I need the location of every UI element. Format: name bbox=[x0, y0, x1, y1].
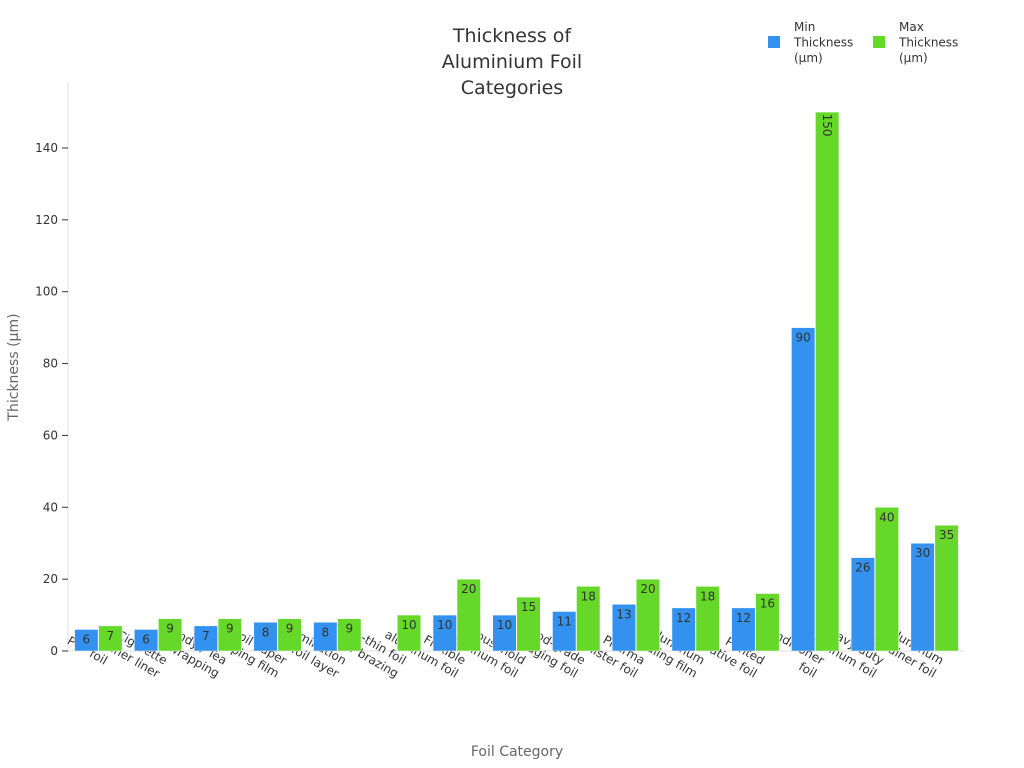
chart-title-line: Aluminium Foil bbox=[442, 51, 582, 73]
bar-max-thickness bbox=[217, 618, 242, 652]
bar-min-thickness bbox=[671, 607, 696, 652]
bar-value-label: 6 bbox=[142, 632, 150, 646]
bar-min-thickness bbox=[432, 614, 457, 652]
bar-value-label: 16 bbox=[760, 597, 775, 611]
y-tick-label: 80 bbox=[43, 357, 58, 371]
bar-min-thickness bbox=[313, 622, 338, 652]
chart-title-line: Thickness of bbox=[452, 25, 573, 47]
bar-max-thickness bbox=[934, 524, 959, 652]
bar-min-thickness bbox=[552, 611, 577, 652]
y-tick-label: 120 bbox=[35, 213, 58, 227]
bar-max-thickness bbox=[516, 596, 541, 652]
bar-value-label: 90 bbox=[796, 331, 811, 345]
bar-max-thickness bbox=[158, 618, 183, 652]
bar-max-thickness bbox=[635, 578, 660, 652]
bar-value-label: 9 bbox=[166, 622, 174, 636]
y-tick-label: 20 bbox=[43, 572, 58, 586]
bar-value-label: 30 bbox=[915, 546, 930, 560]
bar-value-label: 15 bbox=[521, 600, 536, 614]
bar-min-thickness bbox=[731, 607, 756, 652]
legend-label: Min Thickness (µm) bbox=[793, 20, 853, 65]
bar-value-label: 20 bbox=[640, 582, 655, 596]
bar-value-label: 11 bbox=[557, 614, 572, 628]
bar-min-thickness bbox=[134, 629, 159, 652]
bar-value-label: 9 bbox=[345, 622, 353, 636]
bar-value-label: 40 bbox=[879, 510, 894, 524]
bar-min-thickness bbox=[910, 542, 935, 652]
y-tick-label: 100 bbox=[35, 285, 58, 299]
bar-min-thickness bbox=[611, 604, 636, 652]
bar-value-label: 7 bbox=[202, 629, 210, 643]
legend-swatch bbox=[768, 36, 780, 48]
bar-max-thickness bbox=[456, 578, 481, 652]
y-tick-label: 40 bbox=[43, 500, 58, 514]
bar-value-label: 18 bbox=[700, 589, 715, 603]
bar-max-thickness bbox=[755, 593, 780, 652]
bar-max-thickness bbox=[695, 586, 720, 652]
bar-value-label: 10 bbox=[497, 618, 512, 632]
y-axis-title: Thickness (µm) bbox=[6, 313, 22, 421]
bar-max-thickness bbox=[98, 625, 123, 652]
bar-value-label: 6 bbox=[83, 632, 91, 646]
bar-min-thickness bbox=[74, 629, 99, 652]
data-labels: 6 6 7 8 8 10 10 11 13 12 12 90 26 30 7 9 9 9 9 10 20 15 18 20 18… bbox=[83, 114, 955, 647]
legend-swatch bbox=[873, 36, 885, 48]
y-tick-label: 60 bbox=[43, 428, 58, 442]
chart-title: Thickness of Aluminium Foil Categories bbox=[442, 25, 582, 99]
y-tick-label: 140 bbox=[35, 141, 58, 155]
bar-value-label: 35 bbox=[939, 528, 954, 542]
y-tick-label: 0 bbox=[50, 644, 58, 658]
bar-value-label: 10 bbox=[401, 618, 416, 632]
chart-title-line: Categories bbox=[461, 77, 563, 99]
bar-min-thickness bbox=[193, 625, 218, 652]
bar-max-thickness bbox=[576, 586, 601, 652]
bar-min-thickness bbox=[791, 327, 816, 652]
y-axis: 0 20 40 60 80 100 120 140 bbox=[35, 82, 69, 658]
bar-value-label: 13 bbox=[616, 607, 631, 621]
x-axis-title: Foil Category bbox=[471, 744, 563, 760]
bar-value-label: 7 bbox=[107, 629, 115, 643]
bar-value-label: 12 bbox=[736, 611, 751, 625]
bars bbox=[74, 111, 959, 652]
bar-value-label: 150 bbox=[820, 114, 834, 137]
bar-max-thickness bbox=[277, 618, 302, 652]
bar-value-label: 26 bbox=[855, 561, 870, 575]
bar-value-label: 10 bbox=[437, 618, 452, 632]
bar-max-thickness bbox=[337, 618, 362, 652]
legend: Min Thickness (µm) Max Thickness (µm) bbox=[768, 20, 958, 65]
bar-value-label: 18 bbox=[581, 589, 596, 603]
bar-min-thickness bbox=[492, 614, 517, 652]
bar-max-thickness bbox=[815, 111, 840, 652]
bar-value-label: 8 bbox=[321, 625, 329, 639]
bar-value-label: 8 bbox=[262, 625, 270, 639]
bar-min-thickness bbox=[850, 557, 875, 652]
bar-value-label: 20 bbox=[461, 582, 476, 596]
bar-value-label: 9 bbox=[226, 622, 234, 636]
bar-value-label: 9 bbox=[286, 622, 294, 636]
bar-max-thickness bbox=[874, 507, 899, 652]
bar-value-label: 12 bbox=[676, 611, 691, 625]
bar-max-thickness bbox=[397, 614, 422, 652]
legend-label: Max Thickness (µm) bbox=[898, 20, 958, 65]
bar-min-thickness bbox=[253, 622, 278, 652]
